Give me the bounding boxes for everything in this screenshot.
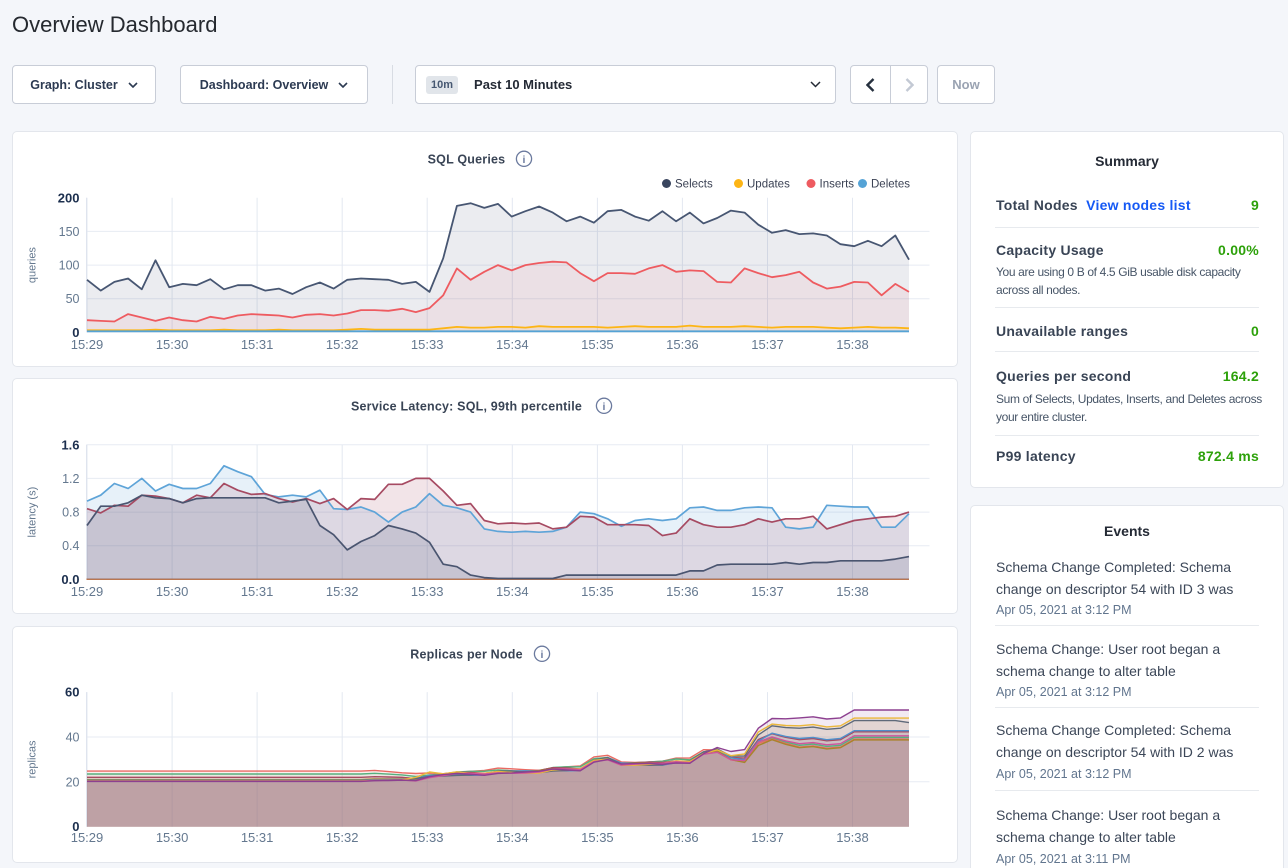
svg-text:15:29: 15:29 [71,336,104,351]
svg-text:replicas: replicas [27,739,39,777]
svg-text:Deletes: Deletes [871,178,910,190]
svg-text:Updates: Updates [747,178,790,190]
svg-text:latency (s): latency (s) [27,486,39,537]
svg-text:Replicas per Node: Replicas per Node [410,647,522,661]
svg-text:0: 0 [72,819,79,834]
svg-text:15:29: 15:29 [71,830,104,845]
svg-text:15:32: 15:32 [326,336,359,351]
svg-text:15:33: 15:33 [411,336,444,351]
svg-text:0.4: 0.4 [62,539,79,553]
svg-text:60: 60 [65,684,79,699]
svg-text:15:31: 15:31 [241,583,274,598]
svg-text:15:37: 15:37 [751,336,784,351]
svg-text:Inserts: Inserts [820,178,855,190]
svg-text:15:30: 15:30 [156,830,189,845]
svg-text:15:31: 15:31 [241,336,274,351]
svg-text:15:36: 15:36 [666,830,699,845]
svg-text:15:32: 15:32 [326,830,359,845]
svg-text:15:38: 15:38 [836,830,869,845]
svg-text:15:34: 15:34 [496,830,529,845]
svg-text:Service Latency: SQL, 99th per: Service Latency: SQL, 99th percentile [351,399,582,413]
svg-text:50: 50 [66,292,80,306]
svg-text:15:36: 15:36 [666,336,699,351]
svg-text:1.2: 1.2 [62,472,79,486]
svg-text:100: 100 [59,258,80,272]
svg-text:200: 200 [58,190,80,205]
svg-text:150: 150 [59,225,80,239]
svg-text:15:35: 15:35 [581,583,614,598]
svg-text:15:38: 15:38 [836,336,869,351]
svg-text:15:34: 15:34 [496,336,529,351]
svg-text:0.0: 0.0 [61,571,79,586]
svg-text:0.8: 0.8 [62,505,79,519]
svg-text:15:32: 15:32 [326,583,359,598]
svg-text:i: i [603,401,606,413]
svg-text:15:38: 15:38 [836,583,869,598]
svg-text:15:35: 15:35 [581,830,614,845]
svg-text:15:34: 15:34 [496,583,529,598]
svg-text:queries: queries [27,246,39,283]
svg-text:15:30: 15:30 [156,583,189,598]
svg-text:15:36: 15:36 [666,583,699,598]
svg-text:20: 20 [66,775,80,789]
svg-text:15:30: 15:30 [156,336,189,351]
svg-text:0: 0 [72,324,79,339]
svg-text:40: 40 [66,730,80,744]
svg-text:SQL Queries: SQL Queries [428,152,506,166]
svg-text:Selects: Selects [675,178,713,190]
svg-text:15:33: 15:33 [411,830,444,845]
svg-text:i: i [523,154,526,166]
svg-text:15:35: 15:35 [581,336,614,351]
svg-text:i: i [541,649,544,661]
svg-text:15:29: 15:29 [71,583,104,598]
svg-text:15:37: 15:37 [751,583,784,598]
svg-text:15:33: 15:33 [411,583,444,598]
svg-text:1.6: 1.6 [61,437,79,452]
svg-text:15:31: 15:31 [241,830,274,845]
svg-text:15:37: 15:37 [751,830,784,845]
